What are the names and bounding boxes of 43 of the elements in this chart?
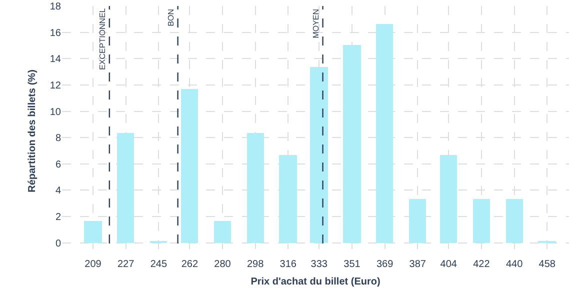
x-tick-label: 422 bbox=[473, 259, 490, 270]
x-tick-label: 227 bbox=[117, 259, 135, 270]
y-tick-label: 18 bbox=[50, 2, 62, 12]
bar bbox=[84, 221, 102, 243]
bar bbox=[214, 221, 231, 243]
bar bbox=[279, 155, 297, 243]
bar bbox=[117, 133, 134, 243]
y-tick-label: 8 bbox=[55, 133, 62, 144]
y-tick-label: 4 bbox=[55, 186, 62, 197]
y-tick-label: 16 bbox=[50, 28, 62, 39]
y-tick-label: 0 bbox=[55, 238, 62, 250]
x-tick-label: 298 bbox=[246, 259, 264, 270]
bar bbox=[440, 155, 457, 243]
x-tick-label: 280 bbox=[214, 259, 232, 270]
y-tick-label: 10 bbox=[50, 106, 62, 118]
ref-line-label: BON bbox=[166, 8, 176, 26]
x-tick-label: 245 bbox=[150, 259, 168, 270]
y-tick-label: 14 bbox=[50, 54, 62, 66]
bar bbox=[506, 199, 523, 243]
x-tick-label: 440 bbox=[506, 259, 524, 270]
bar bbox=[473, 199, 490, 243]
x-tick-label: 387 bbox=[409, 259, 426, 270]
y-tick-label: 2 bbox=[55, 212, 62, 224]
ref-line-label: EXCEPTIONNEL bbox=[98, 8, 107, 70]
ref-line-label: MOYEN bbox=[311, 8, 320, 38]
x-axis-title: Prix d'achat du billet (Euro) bbox=[250, 276, 380, 288]
bar bbox=[376, 24, 393, 243]
x-tick-label: 369 bbox=[376, 259, 394, 270]
x-tick-label: 262 bbox=[181, 259, 198, 270]
y-tick-label: 6 bbox=[55, 159, 62, 170]
bar bbox=[181, 89, 198, 243]
x-tick-label: 351 bbox=[344, 259, 361, 270]
x-tick-label: 333 bbox=[310, 259, 328, 270]
y-tick-label: 12 bbox=[50, 80, 62, 92]
bar bbox=[247, 133, 264, 243]
x-tick-label: 458 bbox=[538, 259, 556, 270]
x-tick-label: 404 bbox=[440, 259, 458, 270]
bar bbox=[409, 199, 426, 243]
bar bbox=[310, 67, 328, 243]
x-tick-label: 209 bbox=[84, 259, 102, 270]
y-axis-title: Répartition des billets (%) bbox=[26, 70, 38, 192]
x-tick-label: 316 bbox=[280, 259, 297, 270]
bar bbox=[343, 45, 361, 243]
